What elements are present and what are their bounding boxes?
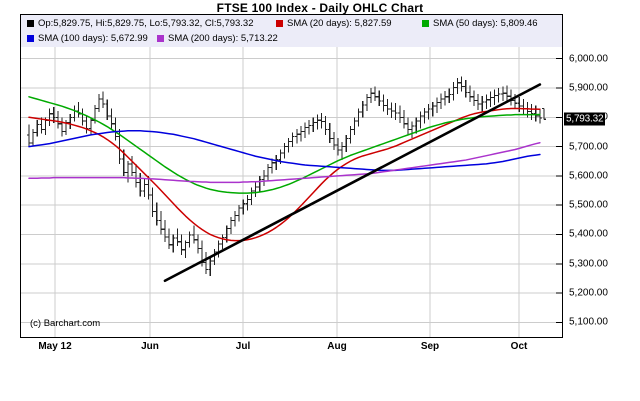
- y-axis-label: 5,400.00: [569, 228, 608, 240]
- sma20-color-swatch: [276, 19, 283, 27]
- legend-item-sma200[interactable]: SMA (200 days): 5,713.22: [157, 30, 278, 46]
- barchart-watermark: (c) Barchart.com: [30, 318, 101, 329]
- legend-item-sma50[interactable]: SMA (50 days): 5,809.46: [422, 15, 538, 31]
- sma-200-line: [28, 141, 541, 184]
- legend-label-ohlc: Op:5,829.75, Hi:5,829.75, Lo:5,793.32, C…: [38, 17, 254, 29]
- ohlc-color-swatch: [27, 19, 34, 27]
- legend-label-sma100: SMA (100 days): 5,672.99: [38, 32, 148, 44]
- x-axis-labels: May 12 Jun Jul Aug Sep Oct: [0, 341, 640, 361]
- legend-row-2: SMA (100 days): 5,672.99 SMA (200 days):…: [21, 30, 562, 46]
- x-axis-label: Sep: [420, 341, 440, 352]
- legend-row-1: Op:5,829.75, Hi:5,829.75, Lo:5,793.32, C…: [21, 15, 562, 31]
- y-axis-label: 5,700.00: [569, 141, 608, 153]
- legend-label-sma200: SMA (200 days): 5,713.22: [168, 32, 278, 44]
- legend-item-sma100[interactable]: SMA (100 days): 5,672.99: [27, 30, 148, 46]
- x-axis-label: Jun: [141, 341, 159, 352]
- x-axis-label: Oct: [510, 341, 528, 352]
- ohlc-chart-canvas: [21, 47, 562, 337]
- y-axis-label: 6,000.00: [569, 53, 608, 65]
- legend-item-sma20[interactable]: SMA (20 days): 5,827.59: [276, 15, 392, 31]
- x-axis-label: May 12: [38, 341, 72, 352]
- sma200-color-swatch: [157, 34, 164, 42]
- y-axis-label: 5,600.00: [569, 170, 608, 182]
- moving-average-lines: [28, 96, 541, 242]
- trendline: [163, 83, 542, 283]
- x-axis-label: Jul: [235, 341, 251, 352]
- y-axis-labels: 6,000.005,900.005,800.005,700.005,600.00…: [565, 47, 640, 338]
- sma-20-line: [28, 107, 541, 242]
- sma-100-line: [28, 130, 541, 172]
- y-axis-label: 5,300.00: [569, 258, 608, 270]
- y-axis-label: 5,200.00: [569, 287, 608, 299]
- y-axis-label: 5,900.00: [569, 82, 608, 94]
- ohlc-bars: [27, 76, 546, 277]
- legend-item-ohlc[interactable]: Op:5,829.75, Hi:5,829.75, Lo:5,793.32, C…: [27, 15, 254, 31]
- y-axis-ticks: [556, 58, 562, 323]
- legend-label-sma50: SMA (50 days): 5,809.46: [433, 17, 538, 29]
- sma50-color-swatch: [422, 19, 429, 27]
- gridlines: [21, 47, 562, 337]
- y-axis-label: 5,500.00: [569, 199, 608, 211]
- chart-plot-area[interactable]: [21, 47, 562, 337]
- sma100-color-swatch: [27, 34, 34, 42]
- y-axis-label: 5,100.00: [569, 316, 608, 328]
- current-price-marker: 5,793.32: [564, 112, 606, 126]
- x-axis-label: Aug: [327, 341, 347, 352]
- page-title: FTSE 100 Index - Daily OHLC Chart: [216, 1, 424, 15]
- chart-legend: Op:5,829.75, Hi:5,829.75, Lo:5,793.32, C…: [21, 15, 562, 47]
- legend-label-sma20: SMA (20 days): 5,827.59: [287, 17, 392, 29]
